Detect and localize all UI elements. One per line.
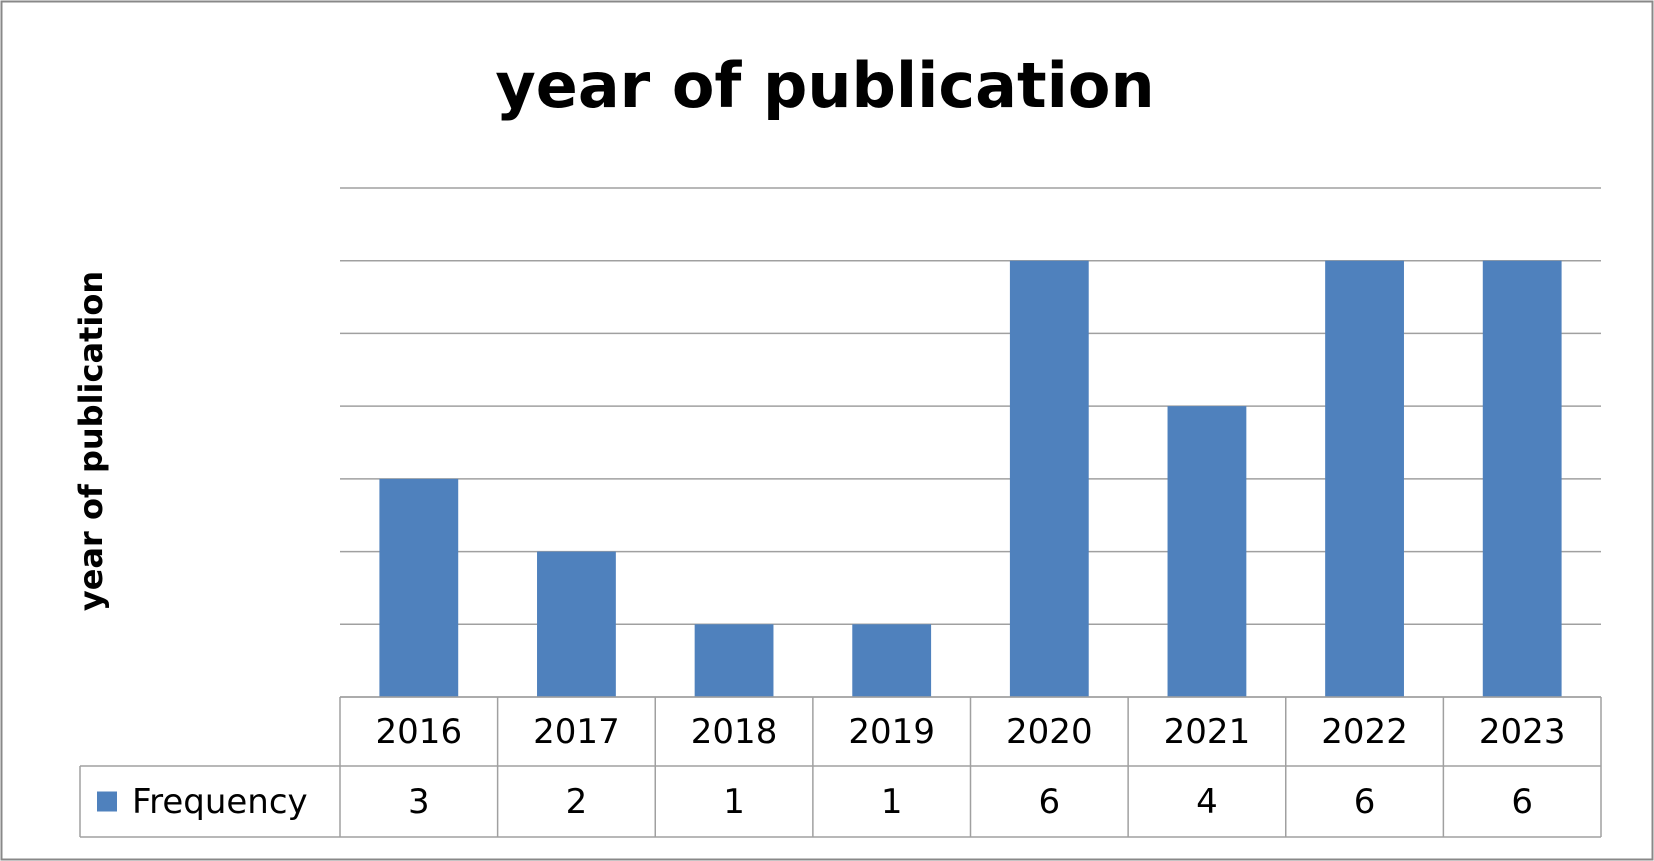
bar [1325,260,1404,697]
table-value: 6 [1354,782,1376,822]
x-tick-label: 2020 [1006,712,1093,752]
x-tick-label: 2023 [1479,712,1566,752]
bar [1009,260,1089,697]
y-axis-label: year of publication [72,271,110,611]
x-tick-label: 2021 [1164,712,1251,752]
table-value: 3 [408,782,430,822]
bar [694,624,774,697]
bar [852,624,932,697]
x-tick-label: 2016 [376,712,463,752]
x-tick-label: 2022 [1321,712,1408,752]
table-value: 1 [723,782,745,822]
bar [1482,260,1562,697]
bar [537,551,616,697]
x-tick-label: 2018 [691,712,778,752]
table-value: 2 [566,782,588,822]
legend-label: Frequency [132,782,308,822]
x-tick-label: 2019 [848,712,935,752]
table-value: 6 [1511,782,1533,822]
x-tick-label: 2017 [533,712,620,752]
bar [379,478,459,697]
table-value: 6 [1038,782,1060,822]
bar [1167,406,1247,697]
table-value: 1 [881,782,903,822]
chart-title: year of publication [495,49,1154,122]
table-value: 4 [1196,782,1218,822]
legend-key [97,791,117,812]
